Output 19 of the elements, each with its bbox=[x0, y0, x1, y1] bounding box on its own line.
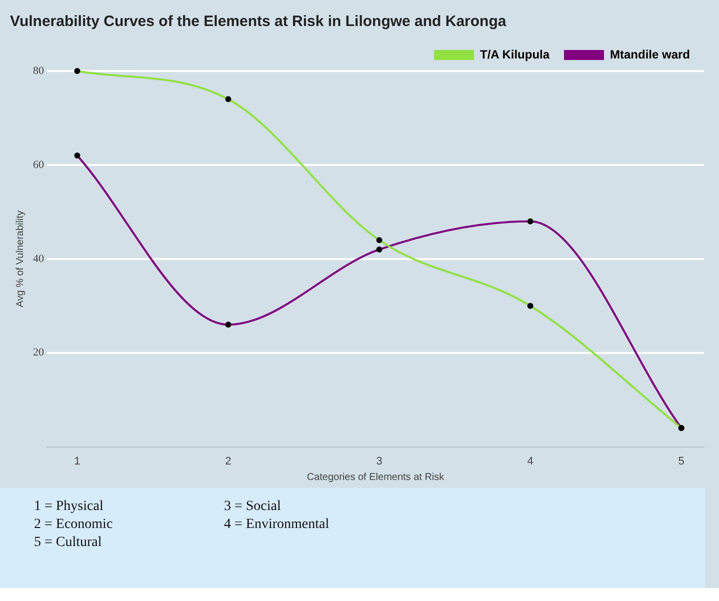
x-axis-title: Categories of Elements at Risk bbox=[306, 472, 446, 483]
text: 1 = Physical bbox=[34, 498, 104, 516]
x-tick-label: 3 bbox=[376, 455, 382, 468]
chart-title: Vulnerability Curves of the Elements at Risk in Lilongwe and Karonga bbox=[10, 13, 507, 30]
text: 4 = Environmental bbox=[224, 516, 330, 534]
legend-label: T/A Kilupula bbox=[480, 47, 550, 62]
y-tick-label: 20 bbox=[33, 346, 44, 359]
y-tick-label: 60 bbox=[33, 158, 44, 171]
x-tick-label: 1 bbox=[74, 455, 80, 468]
y-tick-label: 40 bbox=[33, 252, 44, 265]
y-tick-label: 80 bbox=[33, 64, 44, 77]
text: 3 = Social bbox=[224, 498, 282, 516]
y-axis-title: Avg % of Vulnerability bbox=[14, 210, 26, 308]
text: 5 = Cultural bbox=[34, 534, 103, 552]
text: 2 = Economic bbox=[34, 516, 114, 534]
x-tick-label: 4 bbox=[527, 455, 534, 468]
x-tick-label: 2 bbox=[225, 455, 232, 468]
legend-label: Mtandile ward bbox=[610, 47, 690, 62]
x-tick-label: 5 bbox=[678, 455, 684, 468]
